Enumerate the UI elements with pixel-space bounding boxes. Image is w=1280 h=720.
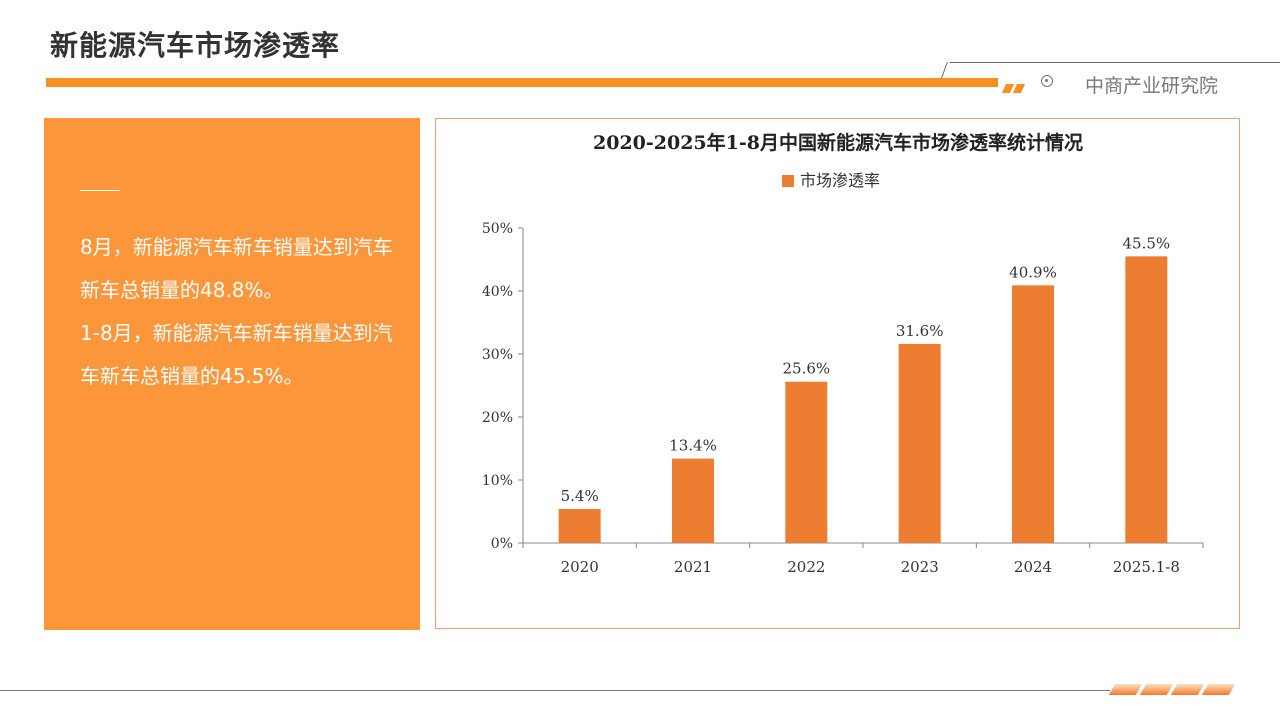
summary-text: 8月，新能源汽车新车销量达到汽车新车总销量的48.8%。 1-8月，新能源汽车新… xyxy=(80,226,400,398)
bar xyxy=(558,508,601,543)
bar xyxy=(785,381,828,543)
slash-decoration xyxy=(1001,78,1026,97)
chart-container: 2020-2025年1-8月中国新能源汽车市场渗透率统计情况 市场渗透率 0% 1… xyxy=(435,118,1240,629)
data-label: 5.4% xyxy=(561,487,599,505)
header-divider xyxy=(950,62,1280,63)
x-tick-label: 2025.1-8 xyxy=(1113,558,1180,576)
y-tick-label: 30% xyxy=(482,347,513,363)
x-tick-label: 2023 xyxy=(901,558,939,576)
data-label: 25.6% xyxy=(783,360,831,378)
page-title: 新能源汽车市场渗透率 xyxy=(50,29,341,62)
panel-dash xyxy=(80,190,120,191)
summary-paragraph: 1-8月，新能源汽车新车销量达到汽车新车总销量的45.5%。 xyxy=(80,321,393,388)
y-tick-label: 10% xyxy=(482,473,513,489)
bar-chart: 2020-2025年1-8月中国新能源汽车市场渗透率统计情况 市场渗透率 0% 1… xyxy=(482,131,1204,576)
data-label: 40.9% xyxy=(1009,263,1057,281)
x-tick-label: 2021 xyxy=(674,558,712,576)
footer-stripes xyxy=(1108,680,1236,699)
title-underline-bar xyxy=(46,78,998,87)
legend-label: 市场渗透率 xyxy=(800,171,880,190)
x-tick-label: 2022 xyxy=(787,558,825,576)
y-tick-label: 0% xyxy=(491,536,513,552)
summary-panel: 8月，新能源汽车新车销量达到汽车新车总销量的48.8%。 1-8月，新能源汽车新… xyxy=(44,118,420,630)
data-label: 45.5% xyxy=(1123,234,1171,252)
y-tick-label: 20% xyxy=(482,410,513,426)
legend-swatch xyxy=(782,175,794,187)
chart-title: 2020-2025年1-8月中国新能源汽车市场渗透率统计情况 xyxy=(593,131,1083,154)
x-tick-label: 2024 xyxy=(1014,558,1052,576)
summary-paragraph: 8月，新能源汽车新车销量达到汽车新车总销量的48.8%。 xyxy=(80,235,393,302)
brand-name: 中商产业研究院 xyxy=(1085,75,1219,97)
header-divider-slant xyxy=(941,62,948,78)
bar xyxy=(1012,285,1054,543)
bar xyxy=(1125,256,1168,543)
y-tick-label: 50% xyxy=(482,221,513,237)
x-tick-label: 2020 xyxy=(561,558,599,576)
data-label: 31.6% xyxy=(896,322,944,340)
data-label: 13.4% xyxy=(669,437,717,455)
bar xyxy=(898,343,941,543)
footer-line xyxy=(0,690,1110,691)
target-icon xyxy=(1041,75,1053,87)
y-tick-label: 40% xyxy=(482,284,513,300)
bar xyxy=(672,458,714,543)
